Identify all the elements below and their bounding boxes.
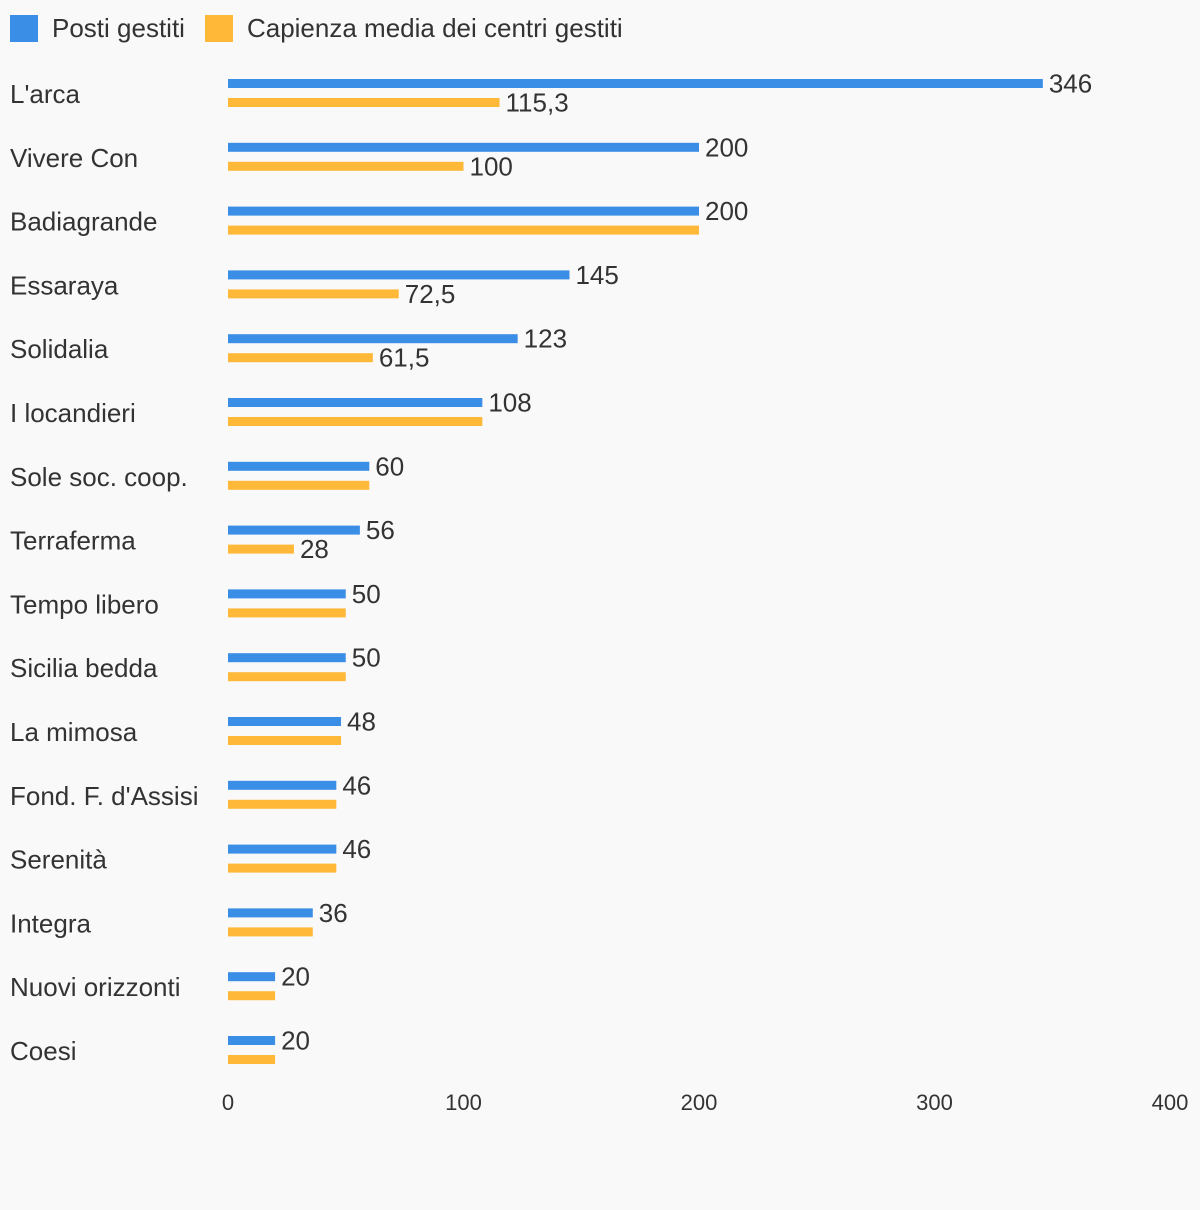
bar-posti-gestiti: [228, 908, 313, 918]
category-label: L'arca: [10, 79, 81, 109]
data-label-capienza-media: 100: [470, 151, 513, 181]
bar-capienza-media: [228, 799, 337, 809]
category-label: Integra: [10, 908, 91, 938]
category-label: Essaraya: [10, 270, 119, 300]
bar-capienza-media: [228, 991, 276, 1001]
data-label-posti-gestiti: 200: [705, 132, 748, 162]
category-label: Sicilia bedda: [10, 653, 158, 683]
data-label-posti-gestiti: 200: [705, 196, 748, 226]
data-label-posti-gestiti: 108: [488, 388, 531, 418]
bar-capienza-media: [228, 927, 313, 937]
legend-swatch-capienza-media: [204, 14, 233, 42]
bar-posti-gestiti: [228, 206, 699, 216]
bar-capienza-media: [228, 1055, 276, 1064]
x-tick-label: 100: [445, 1090, 482, 1115]
category-label: Badiagrande: [10, 207, 157, 237]
data-label-capienza-media: 115,3: [506, 88, 569, 118]
category-label: La mimosa: [10, 717, 138, 747]
x-tick-label: 300: [916, 1090, 953, 1115]
data-label-capienza-media: 72,5: [405, 279, 456, 309]
bar-posti-gestiti: [228, 270, 570, 280]
bar-capienza-media: [228, 353, 373, 363]
x-tick-label: 0: [222, 1090, 234, 1115]
bar-capienza-media: [228, 608, 346, 618]
data-label-posti-gestiti: 50: [352, 579, 381, 609]
legend-swatch-posti-gestiti: [10, 14, 38, 42]
bar-posti-gestiti: [228, 398, 483, 407]
data-label-posti-gestiti: 346: [1049, 69, 1092, 99]
data-label-posti-gestiti: 56: [366, 515, 395, 545]
bar-capienza-media: [228, 863, 337, 873]
category-label: Sole soc. coop.: [10, 462, 188, 492]
bar-capienza-media: [228, 736, 342, 745]
category-label: I locandieri: [10, 398, 136, 428]
bar-posti-gestiti: [228, 589, 346, 599]
bar-capienza-media: [228, 289, 399, 299]
bar-posti-gestiti: [228, 79, 1043, 88]
data-label-posti-gestiti: 50: [352, 643, 381, 673]
data-label-capienza-media: 28: [300, 534, 329, 564]
bar-posti-gestiti: [228, 717, 342, 726]
bar-capienza-media: [228, 672, 346, 682]
category-label: Solidalia: [10, 334, 109, 364]
category-label: Nuovi orizzonti: [10, 972, 181, 1002]
data-label-capienza-media: 61,5: [379, 343, 430, 373]
category-label: Coesi: [10, 1036, 76, 1066]
bar-capienza-media: [228, 417, 483, 426]
data-label-posti-gestiti: 123: [524, 324, 567, 354]
legend-item-capienza-media: Capienza media dei centri gestiti: [204, 12, 623, 44]
data-label-posti-gestiti: 46: [342, 834, 371, 864]
category-label: Vivere Con: [10, 143, 138, 173]
bar-capienza-media: [228, 225, 699, 235]
bar-capienza-media: [228, 161, 464, 171]
bar-posti-gestiti: [228, 780, 337, 790]
bar-posti-gestiti: [228, 334, 518, 344]
bar-posti-gestiti: [228, 1036, 276, 1045]
x-tick-label: 400: [1152, 1090, 1189, 1115]
category-label: Fond. F. d'Assisi: [10, 781, 198, 811]
category-label: Serenità: [10, 845, 107, 875]
data-label-posti-gestiti: 36: [319, 898, 348, 928]
bar-posti-gestiti: [228, 972, 276, 982]
data-label-posti-gestiti: 48: [347, 707, 376, 737]
bar-capienza-media: [228, 98, 500, 107]
legend-label-posti-gestiti: Posti gestiti: [52, 12, 185, 43]
data-label-posti-gestiti: 46: [342, 770, 371, 800]
bar-posti-gestiti: [228, 461, 370, 471]
bar-capienza-media: [228, 480, 370, 490]
legend-label-capienza-media: Capienza media dei centri gestiti: [246, 12, 623, 43]
x-tick-label: 200: [681, 1090, 718, 1115]
data-label-posti-gestiti: 20: [281, 1026, 310, 1056]
bar-posti-gestiti: [228, 844, 337, 854]
data-label-posti-gestiti: 20: [281, 962, 310, 992]
data-label-posti-gestiti: 145: [575, 260, 618, 290]
data-label-posti-gestiti: 60: [375, 451, 404, 481]
chart-legend: Posti gestiti Capienza media dei centri …: [10, 8, 623, 48]
bar-posti-gestiti: [228, 142, 699, 152]
bar-posti-gestiti: [228, 525, 360, 535]
bar-capienza-media: [228, 544, 294, 554]
bar-posti-gestiti: [228, 653, 346, 663]
legend-item-posti-gestiti: Posti gestiti: [10, 13, 185, 44]
category-label: Terraferma: [10, 526, 136, 556]
category-label: Tempo libero: [10, 589, 159, 619]
